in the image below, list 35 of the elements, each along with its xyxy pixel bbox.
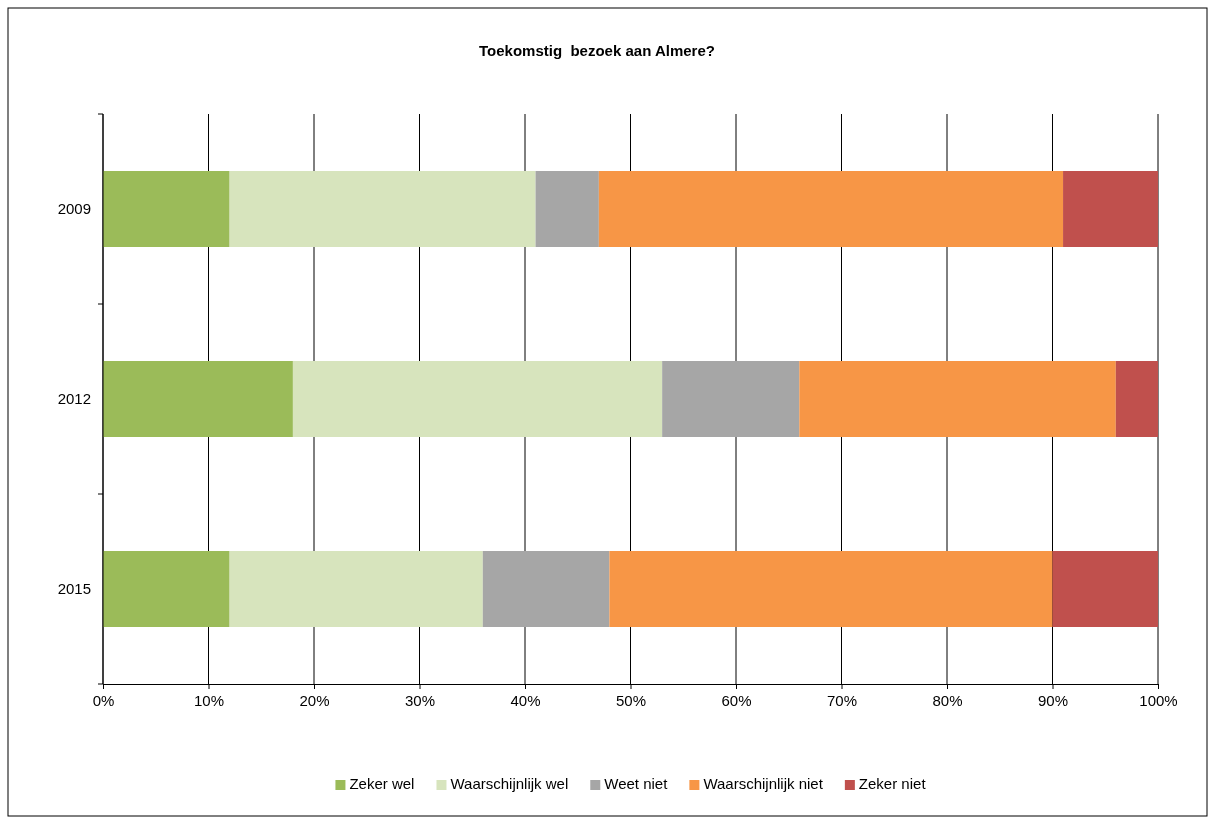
- bar: [103, 171, 230, 247]
- bar: [229, 551, 483, 627]
- x-tick-label: 60%: [721, 691, 752, 709]
- legend-label: Waarschijnlijk niet: [703, 775, 824, 792]
- bar: [1052, 551, 1158, 627]
- bar: [103, 361, 293, 437]
- bar: [1063, 171, 1158, 247]
- legend-label: Weet niet: [604, 775, 669, 792]
- x-tick-label: 90%: [1037, 691, 1069, 709]
- legend-label: Zeker niet: [858, 775, 927, 792]
- chart-title: Toekomstig bezoek aan Almere?: [479, 42, 715, 59]
- x-tick-label: 70%: [826, 691, 858, 709]
- x-tick-label: 100%: [1139, 691, 1178, 709]
- bar: [482, 551, 610, 627]
- x-tick-label: 80%: [932, 691, 963, 709]
- legend-label: Zeker wel: [349, 775, 415, 792]
- bar: [609, 551, 1053, 627]
- bar: [1115, 361, 1158, 437]
- bar: [598, 171, 1064, 247]
- bar: [103, 551, 230, 627]
- y-tick-label: 2015: [57, 580, 91, 598]
- x-tick-label: 50%: [615, 691, 647, 709]
- x-tick-label: 10%: [193, 691, 225, 709]
- legend-label: Waarschijnlijk wel: [450, 775, 569, 792]
- x-tick-label: 0%: [92, 691, 115, 709]
- x-tick-label: 40%: [510, 691, 541, 709]
- y-tick-label: 2009: [57, 200, 91, 218]
- y-tick-label: 2012: [57, 390, 91, 408]
- bar: [662, 361, 800, 437]
- bar: [799, 361, 1116, 437]
- bar: [229, 171, 536, 247]
- bar: [292, 361, 663, 437]
- bar: [535, 171, 599, 247]
- x-tick-label: 30%: [404, 691, 436, 709]
- x-tick-label: 20%: [299, 691, 330, 709]
